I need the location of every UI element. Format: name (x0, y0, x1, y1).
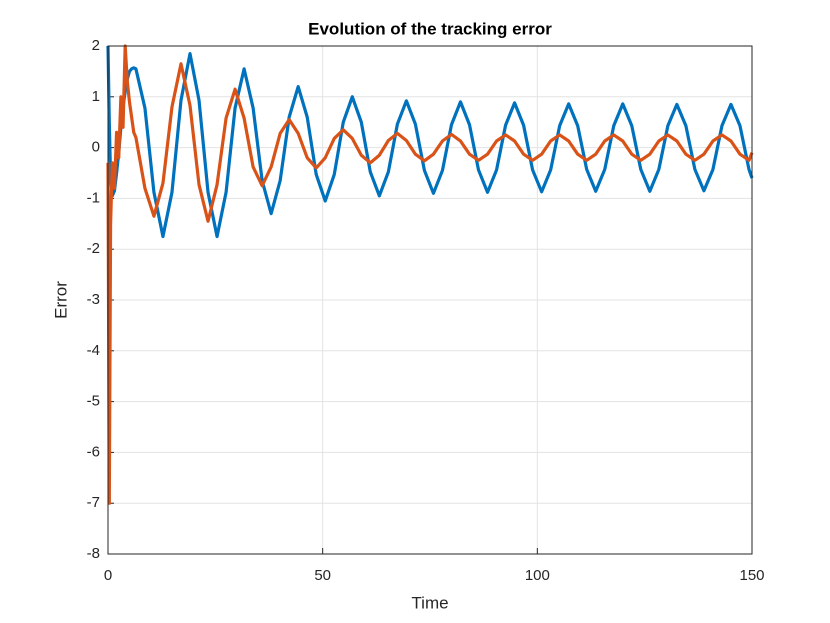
axes-box (107, 45, 753, 555)
x-axis-label: Time (411, 593, 448, 612)
lines (106, 44, 754, 505)
y-tick-label: 1 (92, 88, 100, 105)
data-line (106, 44, 754, 505)
y-tick-label: -7 (87, 494, 100, 511)
y-tick-label: 2 (92, 37, 100, 54)
x-tick-label: 150 (739, 567, 764, 584)
y-tick-label: -1 (87, 189, 100, 206)
x-tick-label: 50 (314, 567, 331, 584)
x-tick-label: 100 (525, 567, 550, 584)
y-tick-label: -8 (87, 545, 100, 562)
y-tick-label: -4 (87, 342, 100, 359)
y-axis-label: Error (51, 281, 70, 319)
y-tick-label: -5 (87, 393, 100, 410)
y-tick-label: -6 (87, 443, 100, 460)
x-tick-label: 0 (104, 567, 112, 584)
y-tick-label: -2 (87, 240, 100, 257)
data-line (106, 45, 754, 239)
chart-title: Evolution of the tracking error (308, 19, 552, 38)
y-tick-label: -3 (87, 291, 100, 308)
y-tick-label: 0 (92, 139, 100, 156)
